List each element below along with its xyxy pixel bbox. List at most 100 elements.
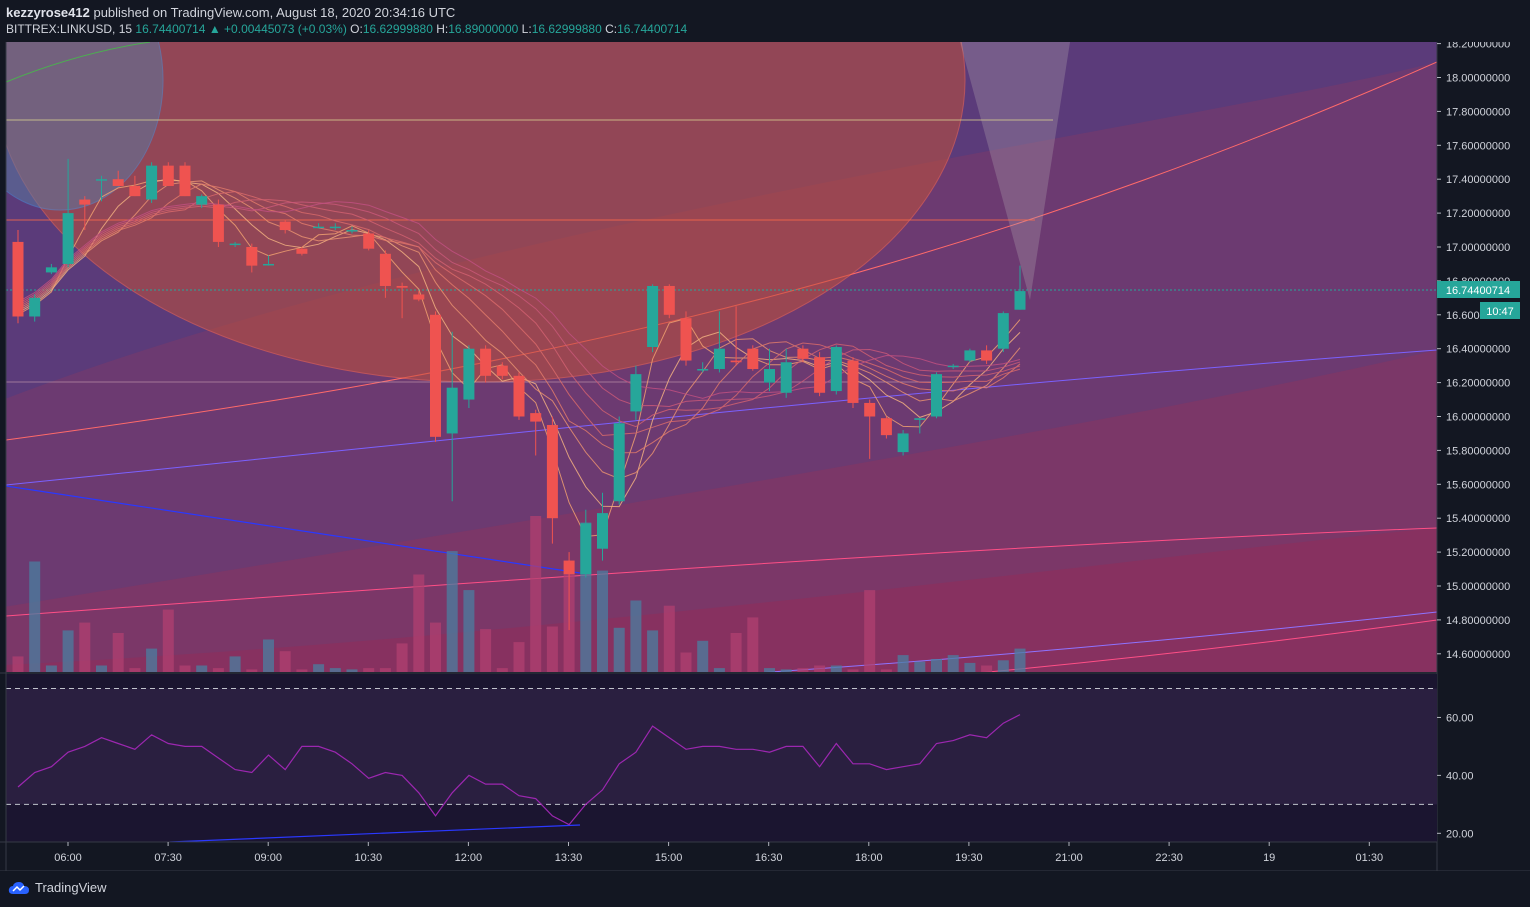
footer: TradingView — [0, 871, 1530, 907]
volume-bar — [864, 590, 876, 672]
volume-bar — [112, 633, 124, 672]
time-tick-label: 13:30 — [555, 852, 583, 864]
volume-bar — [279, 651, 291, 672]
volume-bar — [413, 574, 425, 672]
candle-body — [947, 365, 959, 368]
candle-body — [329, 226, 341, 229]
candle-body — [12, 241, 24, 317]
candle-body — [931, 374, 942, 417]
volume-bar — [79, 622, 91, 672]
candle-body — [212, 204, 224, 242]
price-change: +0.00445073 (+0.03%) — [224, 22, 347, 36]
candle-body — [45, 267, 57, 273]
price-tick-label: 17.00000000 — [1446, 242, 1510, 254]
volume-bar — [1014, 648, 1026, 672]
candle-body — [997, 313, 1009, 349]
svg-text:10:47: 10:47 — [1486, 306, 1514, 318]
symbol-name[interactable]: BITTREX:LINKUSD, 15 — [6, 22, 133, 36]
brand-name: TradingView — [35, 880, 107, 895]
candle-body — [413, 294, 425, 300]
volume-bar — [29, 561, 41, 672]
symbol-line: BITTREX:LINKUSD, 15 16.74400714 ▲ +0.004… — [6, 22, 687, 36]
candle-body — [680, 318, 692, 361]
time-tick-label: 19:30 — [955, 852, 983, 864]
volume-bar — [296, 669, 308, 672]
volume-bar — [613, 627, 625, 672]
candle-body — [263, 263, 274, 266]
candle-body — [530, 413, 542, 422]
volume-bar — [45, 665, 57, 672]
candle-body — [814, 357, 826, 393]
candle-body — [797, 348, 809, 359]
volume-bar — [764, 668, 775, 672]
volume-bar — [630, 600, 642, 672]
candle-body — [79, 199, 91, 205]
volume-bar — [914, 661, 926, 672]
volume-bar — [129, 668, 141, 672]
candle-body — [62, 213, 74, 264]
time-tick-label: 09:00 — [254, 852, 282, 864]
candle-body — [563, 560, 575, 575]
chart-header: kezzyrose412 published on TradingView.co… — [0, 0, 1530, 42]
volume-bar — [964, 662, 976, 672]
candle-body — [647, 285, 659, 348]
candle-body — [162, 165, 174, 186]
volume-bar — [196, 665, 208, 672]
open-value: 16.62999880 — [362, 22, 433, 36]
candle-body — [597, 513, 608, 549]
candle-body — [964, 350, 976, 361]
candle-body — [112, 179, 124, 186]
volume-bar — [480, 629, 492, 672]
volume-bar — [747, 617, 759, 672]
volume-bar — [814, 665, 826, 672]
volume-bar — [363, 668, 375, 672]
price-tick-label: 14.60000000 — [1446, 649, 1510, 661]
ma-line — [17, 199, 1021, 428]
candle-body — [847, 360, 859, 403]
last-price: 16.74400714 — [135, 22, 206, 36]
price-tick-label: 15.60000000 — [1446, 479, 1510, 491]
time-tick-label: 01:30 — [1356, 852, 1384, 864]
volume-bar — [12, 656, 24, 672]
ma-line — [17, 201, 1021, 408]
high-label: H: — [436, 22, 449, 36]
candle-body — [29, 297, 41, 317]
candle-body — [430, 314, 441, 437]
volume-bar — [62, 630, 74, 672]
volume-bar — [697, 640, 709, 672]
time-axis[interactable]: 06:00 07:30 09:00 10:30 12:00 13:30 15:00 16:30… — [54, 842, 1383, 864]
time-tick-label: 06:00 — [54, 852, 82, 864]
price-tick-label: 16.40000000 — [1446, 344, 1510, 356]
time-tick-label: 10:30 — [355, 852, 383, 864]
volume-bar — [229, 656, 241, 672]
volume-bar — [430, 622, 441, 672]
volume-bar — [997, 660, 1009, 672]
candle-body — [379, 253, 391, 286]
candle-body — [396, 285, 408, 288]
rsi-tick-label: 40.00 — [1446, 770, 1474, 782]
volume-bar — [329, 668, 341, 672]
candle-body — [830, 347, 842, 392]
candle-body — [914, 418, 926, 420]
low-value: 16.62999880 — [531, 22, 602, 36]
candle-body — [1014, 291, 1026, 310]
price-tick-label: 15.80000000 — [1446, 445, 1510, 457]
rsi-line — [17, 714, 1021, 826]
rsi-tick-label: 20.00 — [1446, 828, 1474, 840]
price-tick-label: 17.80000000 — [1446, 106, 1510, 118]
volume-bar — [313, 664, 325, 672]
price-axis[interactable]: 18.2000000018.0000000017.8000000017.6000… — [1437, 39, 1510, 661]
volume-bar — [179, 665, 191, 672]
time-tick-label: 22:30 — [1155, 852, 1183, 864]
candle-body — [129, 185, 141, 197]
volume-bar — [396, 643, 408, 672]
tradingview-logo[interactable]: TradingView — [8, 880, 107, 895]
volume-bars — [12, 516, 1026, 672]
volume-bar — [530, 516, 542, 672]
price-tick-label: 15.00000000 — [1446, 581, 1510, 593]
candle-body — [864, 402, 876, 417]
publish-info: published on TradingView.com, August 18,… — [93, 5, 456, 20]
author-name[interactable]: kezzyrose412 — [6, 5, 90, 20]
time-tick-label: 12:00 — [455, 852, 483, 864]
